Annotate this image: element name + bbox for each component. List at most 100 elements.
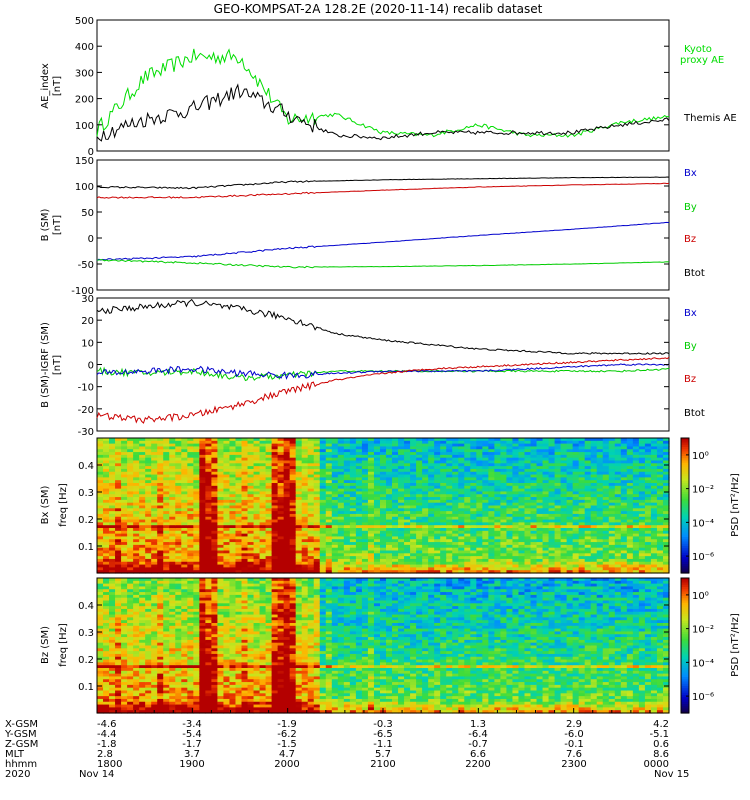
spectrogram-cell <box>458 544 465 549</box>
spectrogram-cell <box>331 522 339 526</box>
spectrogram-cell <box>476 480 483 484</box>
spectrogram-cell <box>199 536 206 540</box>
spectrogram-cell <box>223 561 231 566</box>
spectrogram-cell <box>367 550 375 554</box>
spectrogram-cell <box>602 539 610 543</box>
spectrogram-cell <box>428 550 435 554</box>
spectrogram-cell <box>650 550 658 554</box>
spectrogram-cell <box>103 578 110 582</box>
spectrogram-cell <box>259 474 267 478</box>
spectrogram-cell <box>367 497 375 501</box>
spectrogram-cell <box>644 544 652 549</box>
spectrogram-cell <box>428 474 435 478</box>
spectrogram-cell <box>620 491 628 495</box>
spectrogram-cell <box>500 485 508 490</box>
spectrogram-cell <box>355 511 363 515</box>
spectrogram-cell <box>199 494 206 498</box>
spectrogram-cell <box>277 558 285 563</box>
spectrogram-cell <box>247 440 255 445</box>
spectrogram-cell <box>307 544 315 549</box>
spectrogram-cell <box>109 707 116 711</box>
spectrogram-cell <box>548 544 556 549</box>
spectrogram-cell <box>614 463 622 467</box>
spectrogram-cell <box>638 508 646 512</box>
spectrogram-cell <box>217 558 225 563</box>
spectrogram-cell <box>235 452 243 456</box>
spectrogram-cell <box>133 530 140 535</box>
spectrogram-cell <box>133 463 140 467</box>
spectrogram-cell <box>590 536 598 540</box>
spectrogram-cell <box>650 502 658 507</box>
spectrogram-cell <box>578 567 586 571</box>
spectrogram-cell <box>205 564 212 568</box>
spectrogram-cell <box>379 511 387 515</box>
spectrogram-cell <box>151 516 158 521</box>
spectrogram-cell <box>355 494 363 498</box>
spectrogram-cell <box>313 483 321 487</box>
spectrogram-cell <box>331 564 339 568</box>
spectrogram-cell <box>253 497 261 501</box>
ytick-label: 10 <box>81 338 94 349</box>
spectrogram-cell <box>325 525 333 529</box>
spectrogram-cell <box>355 522 363 526</box>
spectrogram-cell <box>596 438 604 442</box>
spectrogram-cell <box>367 533 375 538</box>
spectrogram-cell <box>590 460 598 464</box>
spectrogram-cell <box>277 488 285 493</box>
spectrogram-cell <box>235 556 243 560</box>
spectrogram-cell <box>470 452 477 456</box>
spectrogram-cell <box>283 567 291 571</box>
spectrogram-cell <box>566 547 574 552</box>
spectrogram-cell <box>638 553 646 557</box>
colorbar-step <box>681 442 689 446</box>
spectrogram-cell <box>301 542 309 546</box>
spectrogram-cell <box>253 443 261 448</box>
spectrogram-cell <box>289 544 297 549</box>
spectrogram-cell <box>602 438 610 442</box>
spectrogram-cell <box>205 494 212 498</box>
spectrogram-cell <box>355 477 363 481</box>
spectrogram-cell <box>548 547 556 552</box>
spectrogram-cell <box>235 466 243 470</box>
spectrogram-cell <box>235 460 243 464</box>
spectrogram-cell <box>337 471 345 476</box>
spectrogram-cell <box>325 536 333 540</box>
spectrogram-cell <box>151 525 158 529</box>
spectrogram-cell <box>205 460 212 464</box>
spectrogram-cell <box>199 564 206 568</box>
spectrogram-cell <box>602 449 610 453</box>
spectrogram-cell <box>247 522 255 526</box>
spectrogram-cell <box>626 454 634 459</box>
spectrogram-cell <box>271 542 279 546</box>
spectrogram-cell <box>434 460 441 464</box>
spectrogram-cell <box>127 570 134 574</box>
spectrogram-cell <box>193 477 200 481</box>
spectrogram-cell <box>506 468 514 473</box>
spectrogram-cell <box>428 460 435 464</box>
spectrogram-cell <box>103 704 110 708</box>
spectrogram-cell <box>337 449 345 453</box>
spectrogram-cell <box>139 558 146 563</box>
spectrogram-cell <box>247 544 255 549</box>
spectrogram-cell <box>115 693 122 697</box>
spectrogram-cell <box>109 454 116 459</box>
spectrogram-cell <box>133 471 140 476</box>
spectrogram-cell <box>337 558 345 563</box>
spectrogram-cell <box>319 564 327 568</box>
spectrogram-cell <box>566 452 574 456</box>
spectrogram-cell <box>169 468 176 473</box>
spectrogram-cell <box>121 542 128 546</box>
spectrogram-cell <box>253 471 261 476</box>
spectrogram-cell <box>109 570 116 574</box>
spectrogram-cell <box>139 483 146 487</box>
spectrogram-cell <box>181 519 188 523</box>
spectrogram-cell <box>103 463 110 467</box>
spectrogram-cell <box>133 454 140 459</box>
spectrogram-cell <box>265 530 273 535</box>
spectrogram-cell <box>470 485 477 490</box>
spectrogram-cell <box>560 570 568 574</box>
spectrogram-cell <box>500 452 508 456</box>
spectrogram-cell <box>217 570 225 574</box>
spectrogram-cell <box>458 564 465 568</box>
spectrogram-cell <box>295 477 303 481</box>
